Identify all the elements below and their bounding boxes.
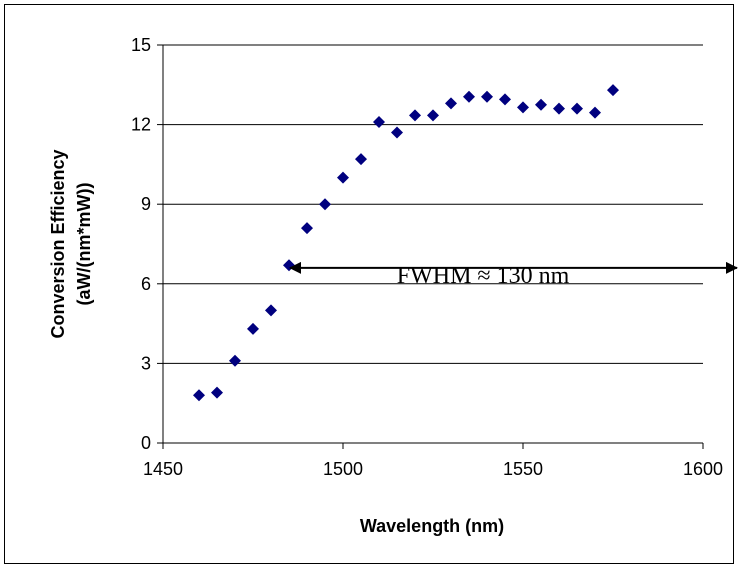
fwhm-label: FWHM ≈ 130 nm xyxy=(397,263,570,289)
y-tick-label-1: 3 xyxy=(141,353,151,373)
data-point-0-21 xyxy=(571,102,583,115)
y-tick-label-0: 0 xyxy=(141,433,151,453)
x-tick-label-1: 1500 xyxy=(323,459,363,479)
gridlines xyxy=(163,44,703,364)
data-point-0-11 xyxy=(391,126,403,139)
data-point-0-0 xyxy=(193,389,205,402)
data-point-0-18 xyxy=(517,101,529,114)
axes xyxy=(157,44,704,449)
x-tick-label-2: 1550 xyxy=(503,459,543,479)
data-point-0-19 xyxy=(535,98,547,111)
x-tick-label-0: 1450 xyxy=(143,459,183,479)
data-point-0-16 xyxy=(481,90,493,103)
data-point-0-12 xyxy=(409,109,421,122)
data-point-0-2 xyxy=(229,354,241,367)
data-point-0-14 xyxy=(445,97,457,110)
data-point-0-3 xyxy=(247,322,259,335)
data-point-0-4 xyxy=(265,304,277,317)
data-point-0-17 xyxy=(499,93,511,106)
y-tick-label-4: 12 xyxy=(131,115,151,135)
data-point-0-22 xyxy=(589,106,601,119)
data-point-0-1 xyxy=(211,386,223,399)
data-point-0-23 xyxy=(607,84,619,97)
data-point-0-6 xyxy=(301,222,313,235)
data-point-0-8 xyxy=(337,171,349,184)
data-point-0-15 xyxy=(463,90,475,103)
data-point-0-20 xyxy=(553,102,565,115)
y-axis-subtitle: (aW/(nm*mW)) xyxy=(74,183,94,306)
y-tick-label-3: 9 xyxy=(141,194,151,214)
annotations: FWHM ≈ 130 nm xyxy=(289,261,738,289)
data-point-0-9 xyxy=(355,153,367,166)
tick-labels: 0 3 6 9 12 15 1450 1500 1550 1600 xyxy=(131,35,723,479)
data-point-0-5 xyxy=(283,259,295,272)
data-point-0-10 xyxy=(373,115,385,128)
y-axis-title: Conversion Efficiency xyxy=(48,149,68,338)
data-points xyxy=(193,84,619,402)
y-tick-label-2: 6 xyxy=(141,274,151,294)
data-point-0-13 xyxy=(427,109,439,122)
y-tick-label-5: 15 xyxy=(131,35,151,55)
x-axis-title: Wavelength (nm) xyxy=(360,516,504,536)
x-tick-label-3: 1600 xyxy=(683,459,723,479)
data-point-0-7 xyxy=(319,198,331,211)
